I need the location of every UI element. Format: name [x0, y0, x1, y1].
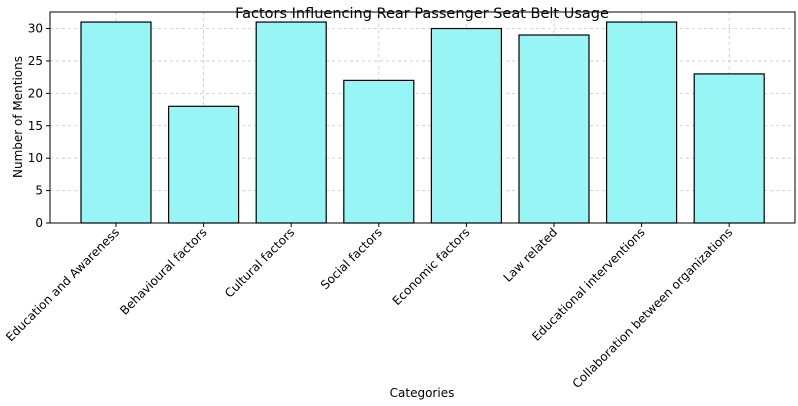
y-tick-label: 25	[28, 54, 43, 68]
x-tick-label: Social factors	[318, 225, 385, 292]
x-tick-label: Collaboration between organizations	[570, 225, 736, 391]
bar-economic-factors	[430, 27, 502, 224]
x-tick-label: Behavioural factors	[117, 225, 209, 317]
plot-frame	[49, 11, 796, 224]
y-tick-label: 0	[35, 216, 43, 230]
y-axis-label: Number of Mentions	[11, 56, 25, 178]
bar-social-factors	[343, 79, 415, 224]
grid	[50, 12, 795, 224]
bar-collaboration-between-organizations	[693, 73, 765, 224]
x-tick-label: Education and Awareness	[3, 225, 122, 344]
x-tick-label: Law related	[501, 225, 560, 284]
y-tick-label: 15	[28, 119, 43, 133]
x-axis-label: Categories	[390, 386, 455, 400]
y-tick-label: 5	[35, 184, 43, 198]
chart-title: Factors Influencing Rear Passenger Seat …	[235, 6, 609, 22]
bar-education-and-awareness	[80, 21, 152, 224]
y-tick-label: 20	[28, 86, 43, 100]
x-tick-label: Cultural factors	[222, 225, 297, 300]
bar-law-related	[518, 34, 590, 224]
bar-behavioural-factors	[168, 105, 240, 224]
bars	[80, 21, 765, 224]
x-tick-label: Economic factors	[390, 225, 473, 308]
y-tick-label: 10	[28, 151, 43, 165]
bar-cultural-factors	[255, 21, 327, 224]
y-tick-label: 30	[28, 22, 43, 36]
bar-educational-interventions	[605, 21, 678, 224]
